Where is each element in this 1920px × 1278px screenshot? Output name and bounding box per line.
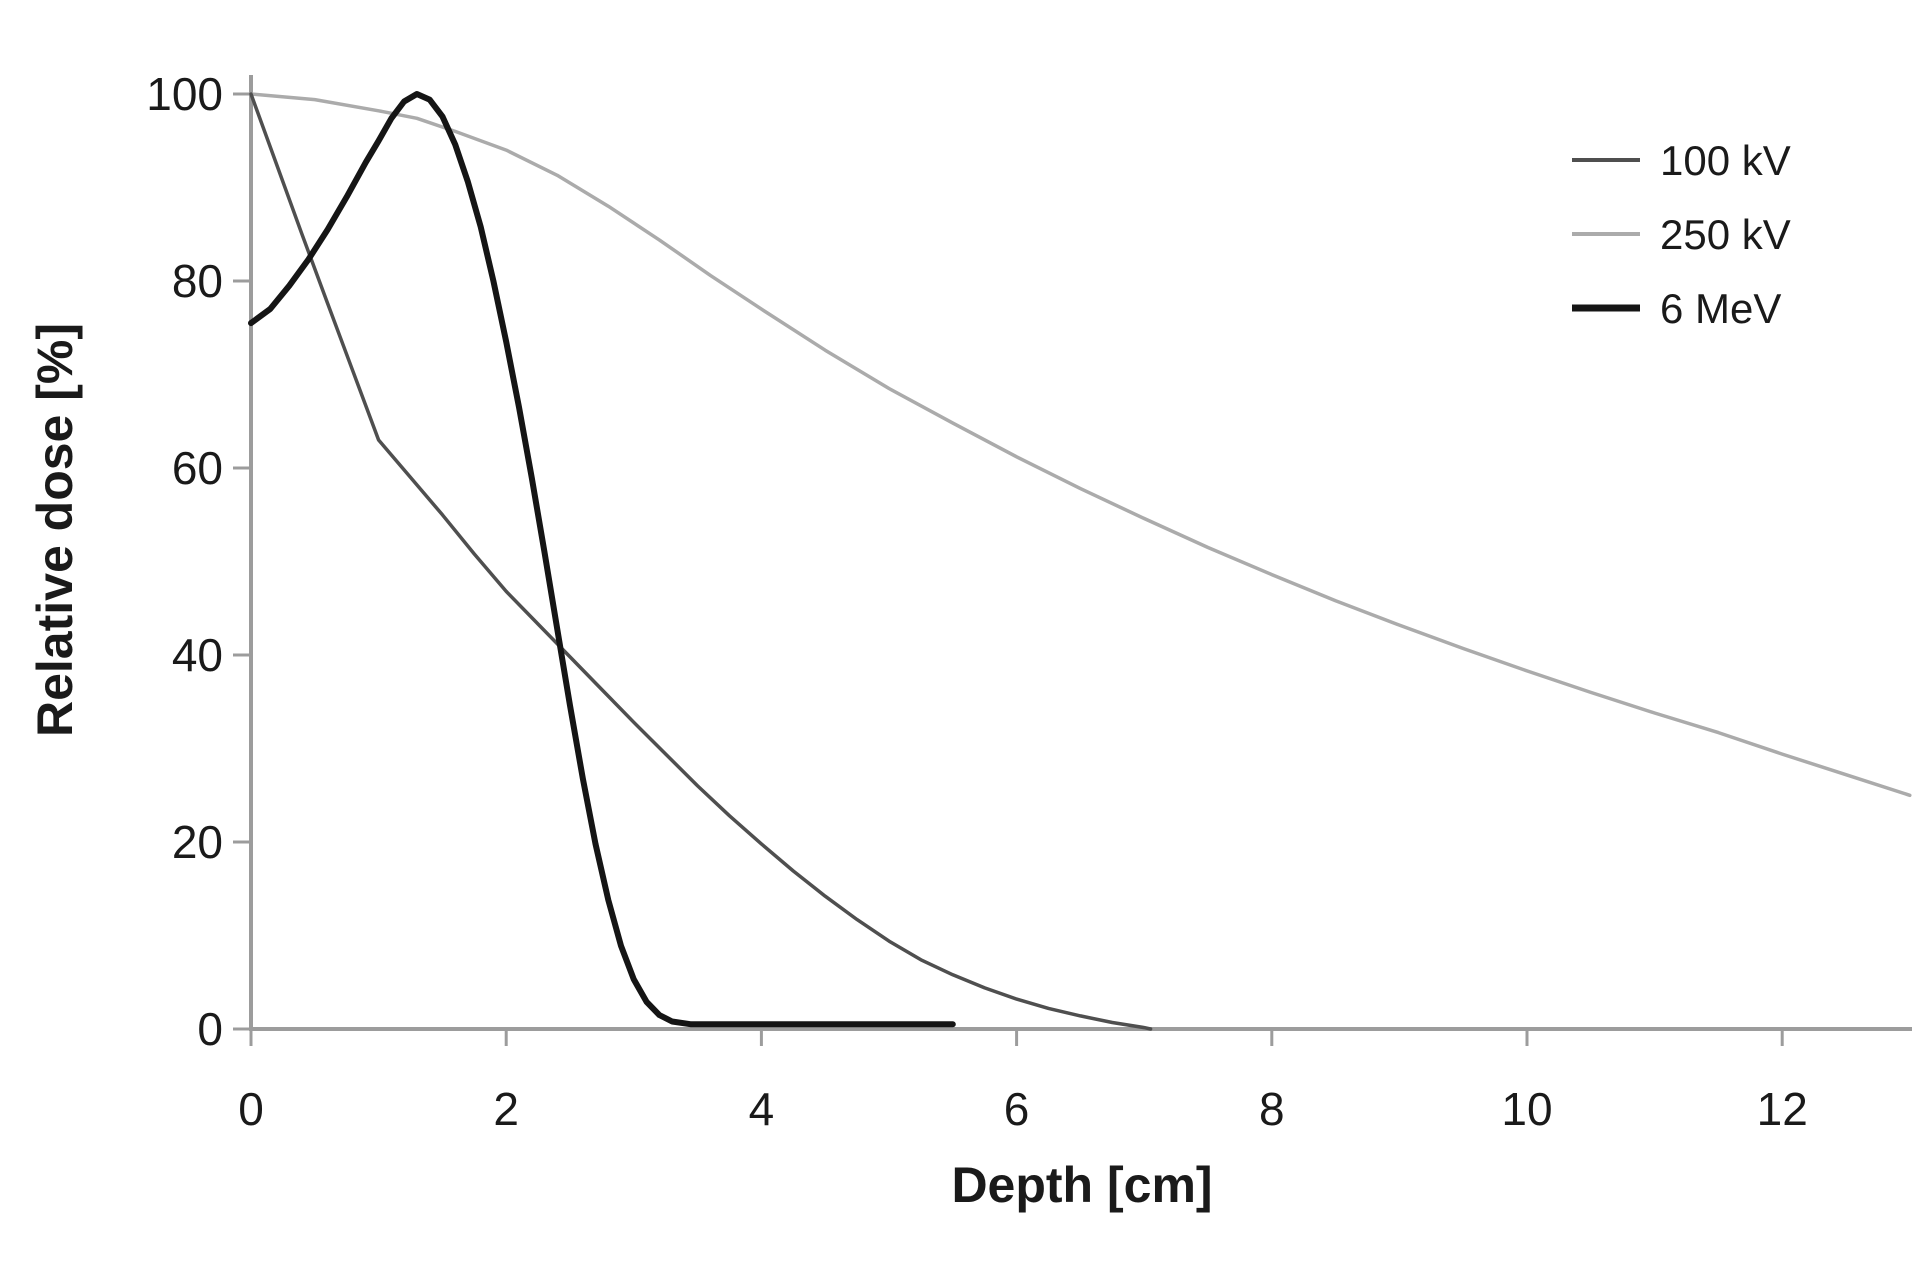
legend-label-100-kv: 100 kV — [1660, 137, 1791, 184]
legend-label-250-kv: 250 kV — [1660, 211, 1791, 258]
x-tick-label: 2 — [493, 1083, 519, 1135]
axes: 0 2 4 6 8 10 12 0 20 40 60 80 100 — [146, 68, 1912, 1135]
legend-label-6-mev: 6 MeV — [1660, 285, 1781, 332]
x-tick-label: 8 — [1259, 1083, 1285, 1135]
data-series — [248, 91, 1912, 1031]
x-tick-label: 6 — [1004, 1083, 1030, 1135]
x-tick-label: 4 — [749, 1083, 775, 1135]
y-tick-label: 100 — [146, 68, 223, 120]
x-tick-label: 0 — [238, 1083, 264, 1135]
curve-6-mev — [248, 91, 956, 1028]
curve-100-kv — [249, 92, 1153, 1031]
y-tick-label: 80 — [172, 255, 223, 307]
y-tick-label: 40 — [172, 629, 223, 681]
y-tick-label: 60 — [172, 442, 223, 494]
y-tick-label: 20 — [172, 816, 223, 868]
curve-250-kv — [249, 92, 1912, 798]
x-tick-label: 12 — [1757, 1083, 1808, 1135]
x-axis-title: Depth [cm] — [951, 1157, 1212, 1213]
y-axis-title: Relative dose [%] — [27, 323, 83, 737]
y-tick-label: 0 — [197, 1003, 223, 1055]
legend: 100 kV 250 kV 6 MeV — [1572, 137, 1791, 332]
x-tick-label: 10 — [1501, 1083, 1552, 1135]
